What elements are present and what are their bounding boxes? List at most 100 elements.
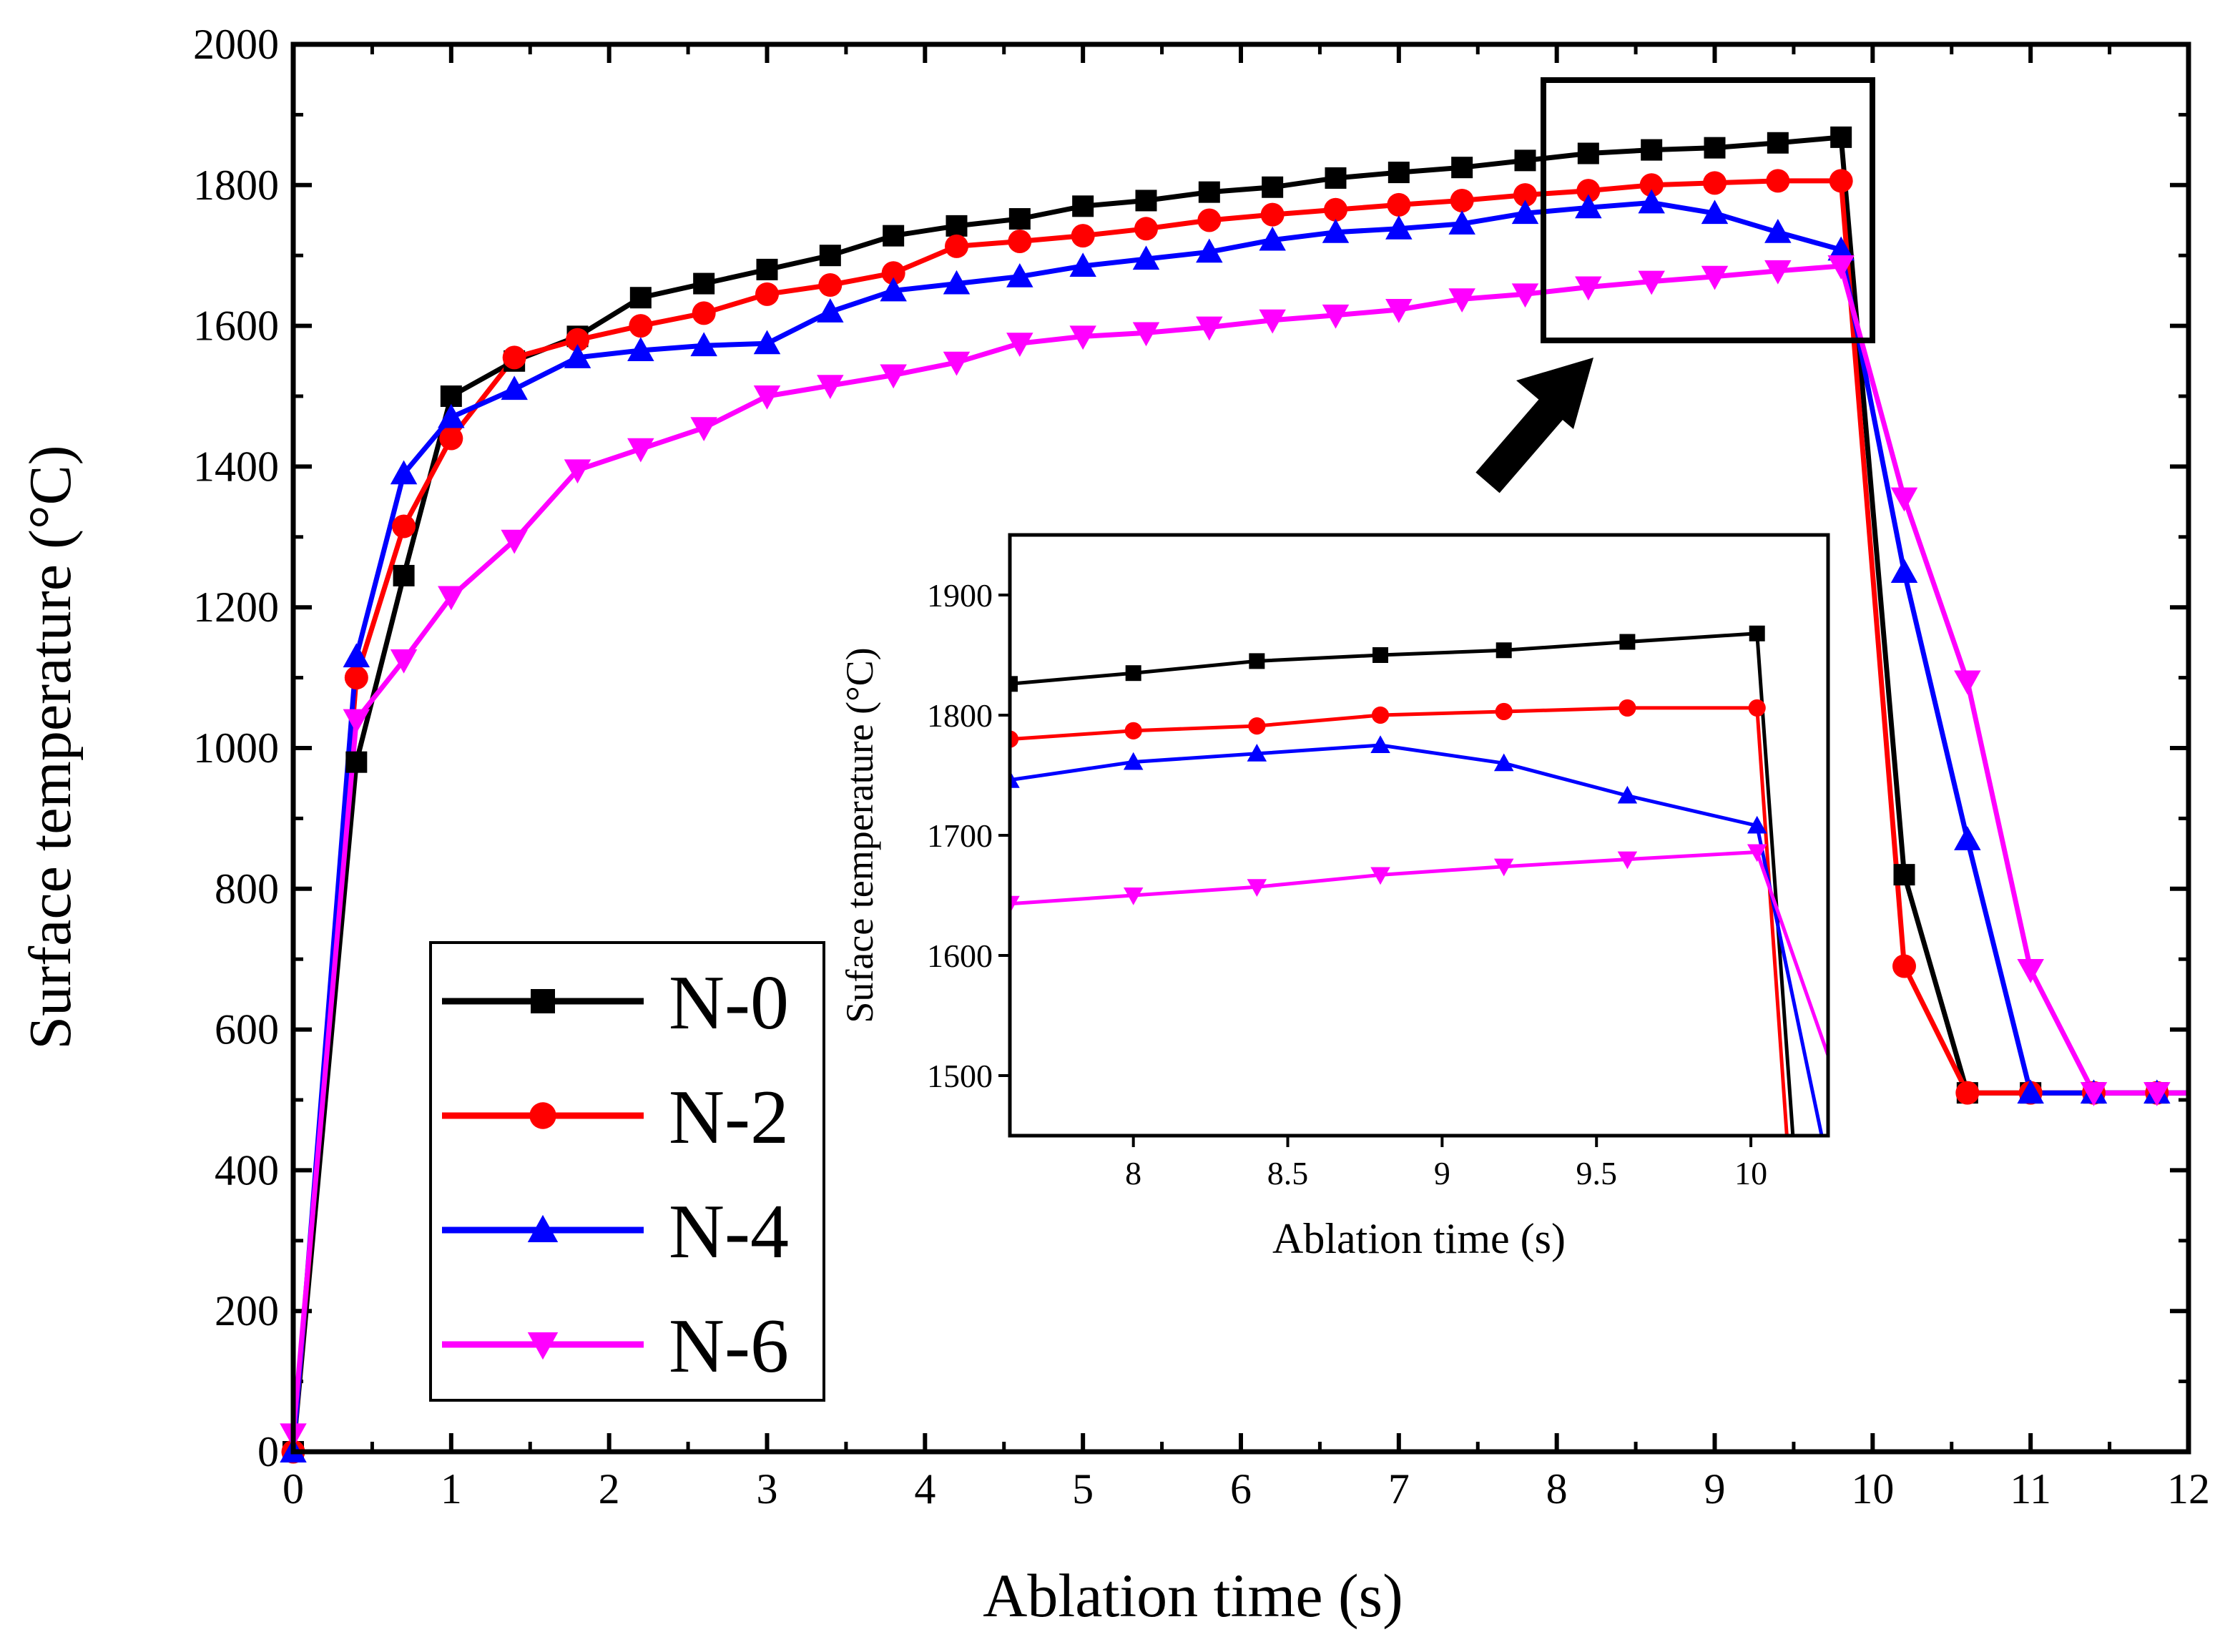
inset-data-point-n-2: [1124, 722, 1142, 739]
inset-data-point-n-2: [1619, 699, 1636, 717]
data-point-n-6: [1764, 260, 1792, 285]
data-point-n-6: [817, 375, 844, 399]
data-point-n-0: [946, 215, 968, 237]
data-point-n-2: [1134, 217, 1158, 241]
inset-data-point-n-0: [1010, 676, 1018, 692]
legend-marker-n-4: [527, 1214, 559, 1242]
data-point-n-0: [1008, 208, 1031, 230]
data-point-n-4: [1448, 210, 1475, 235]
data-point-n-6: [1069, 325, 1096, 350]
main-ticks: 0 1 2 3 4 5 6 7 8 9 10 11 12020040060080010001200140…: [193, 21, 2210, 1513]
data-point-n-4: [1701, 200, 1729, 225]
inset-data-point-n-4: [1370, 735, 1390, 753]
inset-data-point-n-6: [1123, 888, 1144, 905]
inset-data-point-n-0: [1249, 653, 1265, 669]
data-point-n-2: [1008, 230, 1032, 254]
data-point-n-2: [439, 426, 463, 451]
inset-data-point-n-0: [1495, 642, 1512, 659]
data-point-n-2: [502, 345, 526, 370]
inset-series-lines: [1010, 631, 1828, 1136]
inset-data-point-n-6: [1747, 844, 1767, 862]
data-point-n-6: [564, 459, 591, 484]
data-point-n-4: [880, 277, 907, 302]
data-point-n-4: [2017, 1079, 2044, 1104]
data-point-n-4: [1385, 215, 1413, 240]
data-point-n-4: [1132, 245, 1160, 270]
main-series-markers: [280, 126, 2171, 1464]
data-point-n-2: [945, 234, 968, 258]
data-point-n-4: [438, 403, 465, 428]
inset-x-tick-label: 9: [1434, 1155, 1450, 1191]
inset-x-axis-title: Ablation time (s): [1272, 1215, 1566, 1262]
data-point-n-6: [1638, 270, 1665, 295]
data-point-n-2: [1766, 169, 1790, 193]
legend: N-0 N-2 N-4 N-6: [429, 941, 825, 1402]
data-point-n-2: [1260, 202, 1285, 227]
inset-data-point-n-4: [1123, 752, 1144, 770]
data-point-n-2: [344, 666, 368, 690]
data-point-n-4: [627, 337, 654, 362]
data-point-n-6: [627, 438, 654, 463]
data-point-n-6: [1448, 288, 1475, 313]
data-point-n-6: [501, 529, 528, 554]
data-point-n-0: [1514, 149, 1536, 172]
legend-label-n-2: N-2: [669, 1075, 789, 1160]
data-point-n-6: [1006, 333, 1033, 357]
data-point-n-6: [2143, 1082, 2171, 1106]
x-tick-label: 5: [1072, 1465, 1094, 1513]
data-point-n-6: [1511, 283, 1539, 308]
inset-data-point-n-6: [1010, 895, 1020, 914]
data-point-n-6: [343, 709, 370, 734]
inset-y-axis-title: Suface temperature (°C): [838, 647, 881, 1023]
inset-ticks: 8 8.5 9 9.5 10 1500 1600 1700 1800 1900: [927, 577, 1767, 1191]
data-point-n-4: [1259, 226, 1286, 251]
data-point-n-0: [393, 564, 415, 586]
zoom-box: [1541, 77, 1875, 343]
data-point-n-6: [1385, 298, 1413, 323]
data-point-n-0: [1072, 195, 1094, 217]
inset-data-point-n-4: [1617, 785, 1638, 804]
inset-data-point-n-4: [1247, 744, 1267, 762]
inset-data-point-n-2: [1248, 717, 1266, 735]
data-point-n-0: [1767, 132, 1789, 154]
main-plot-frame: [290, 41, 2191, 1455]
data-point-n-6: [2017, 958, 2044, 983]
zoom-arrow: [1475, 358, 1593, 493]
data-point-n-2: [692, 301, 716, 325]
x-tick-label: 2: [599, 1465, 620, 1513]
y-tick-label: 400: [215, 1146, 279, 1194]
inset-y-tick-label: 1800: [927, 697, 993, 734]
x-tick-label: 7: [1388, 1465, 1410, 1513]
y-tick-label: 1600: [193, 303, 279, 350]
data-point-n-0: [345, 751, 368, 773]
data-point-n-0: [440, 385, 462, 407]
data-point-n-6: [1890, 487, 1918, 512]
data-point-n-4: [1764, 218, 1792, 243]
data-point-n-0: [883, 225, 905, 247]
x-tick-label: 1: [441, 1465, 462, 1513]
data-point-n-6: [1575, 276, 1602, 301]
data-point-n-4: [943, 270, 971, 295]
y-tick-label: 1400: [193, 443, 279, 490]
inset-series-line-n-0: [1010, 631, 1795, 1136]
inset-x-tick-label: 10: [1734, 1155, 1767, 1191]
data-point-n-6: [438, 586, 465, 611]
data-point-n-4: [1827, 236, 1855, 261]
data-point-n-4: [1575, 194, 1602, 219]
data-point-n-2: [566, 328, 589, 352]
x-tick-label: 11: [2010, 1465, 2051, 1513]
data-point-n-2: [1197, 208, 1222, 232]
data-point-n-0: [629, 287, 652, 309]
data-point-n-0: [1262, 176, 1284, 198]
data-point-n-4: [564, 344, 591, 368]
data-point-n-0: [756, 258, 778, 280]
data-point-n-0: [1135, 190, 1157, 212]
data-point-n-0: [1198, 181, 1220, 203]
data-point-n-4: [1511, 200, 1539, 225]
legend-label-n-4: N-4: [669, 1189, 789, 1274]
y-tick-label: 200: [215, 1287, 279, 1334]
y-tick-label: 2000: [193, 21, 279, 68]
inset-data-point-n-0: [1372, 647, 1389, 663]
inset-series-markers: [1010, 625, 1767, 914]
